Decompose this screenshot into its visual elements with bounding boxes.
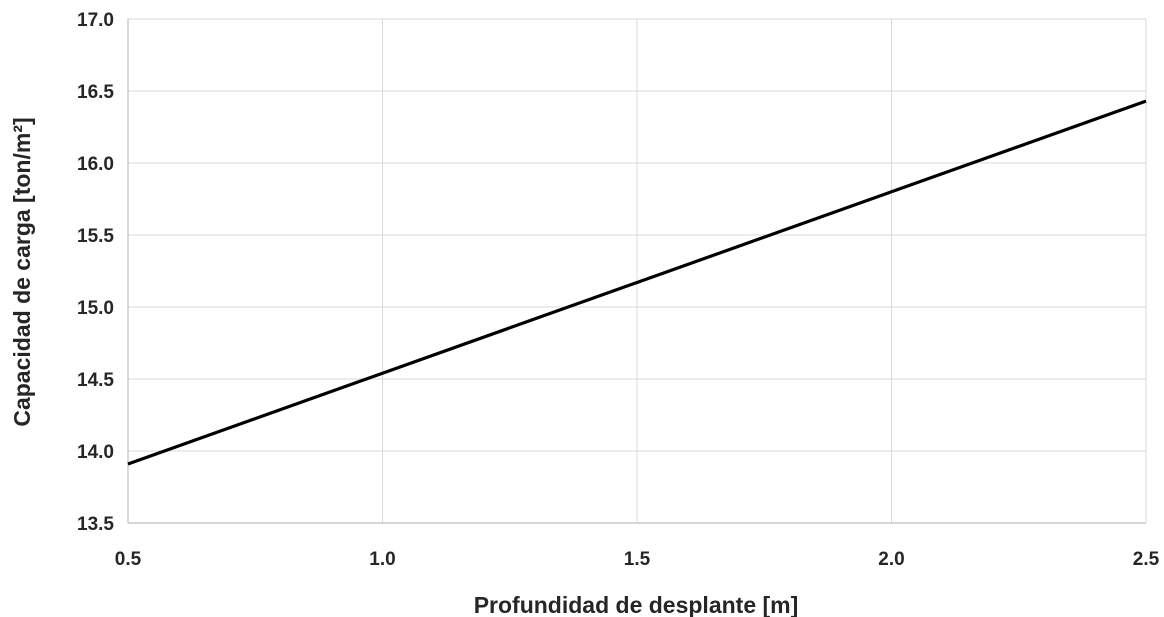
y-tick-label: 16.0 — [77, 154, 114, 175]
y-tick-label: 15.5 — [77, 226, 114, 247]
y-axis-title: Capacidad de carga [ton/m²] — [9, 117, 35, 426]
y-tick-label: 14.0 — [77, 442, 114, 463]
y-tick-label: 13.5 — [77, 514, 114, 535]
y-tick-labels: 13.5 14.0 14.5 15.0 15.5 16.0 16.5 17.0 — [77, 10, 114, 535]
axes — [127, 19, 1146, 524]
x-tick-labels: 0.5 1.0 1.5 2.0 2.5 — [115, 549, 1160, 570]
x-axis-title: Profundidad de desplante [m] — [474, 592, 799, 617]
grid-lines — [128, 18, 1147, 523]
series-line — [127, 99, 1147, 466]
y-tick-label: 16.5 — [77, 82, 114, 103]
x-tick-label: 2.5 — [1133, 549, 1160, 570]
x-tick-label: 1.0 — [369, 549, 395, 570]
y-tick-label: 15.0 — [77, 298, 114, 319]
y-tick-label: 17.0 — [77, 10, 114, 31]
series-lines — [127, 99, 1147, 466]
x-tick-label: 1.5 — [624, 549, 651, 570]
x-tick-label: 2.0 — [878, 549, 904, 570]
y-tick-label: 14.5 — [77, 370, 114, 391]
x-tick-label: 0.5 — [115, 549, 142, 570]
